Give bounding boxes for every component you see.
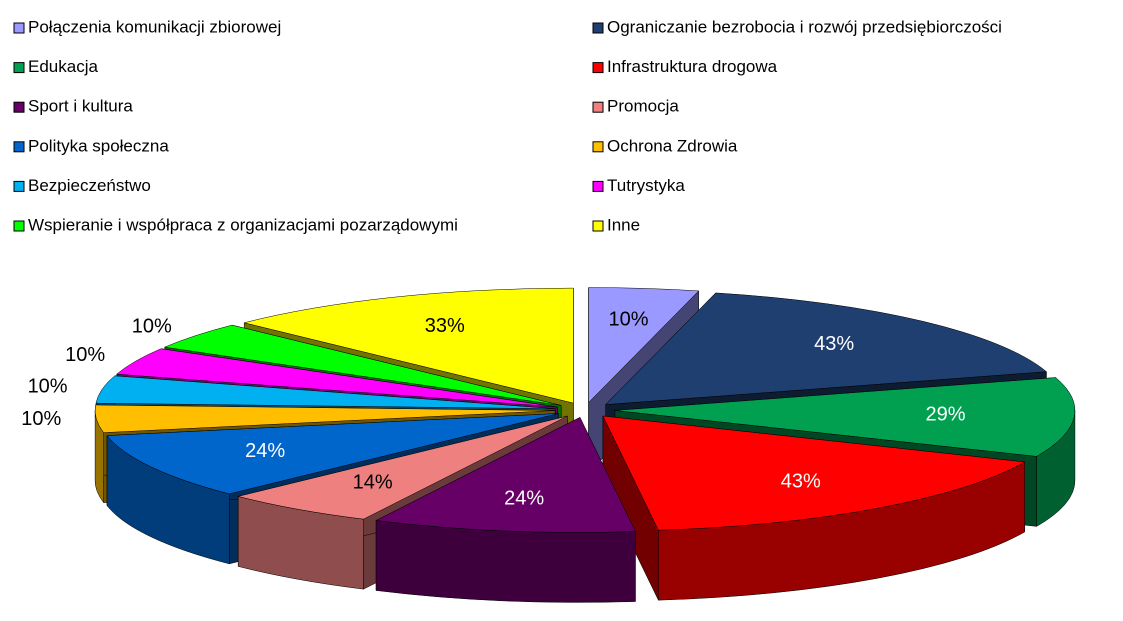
- slice: [238, 415, 568, 520]
- legend-label: Tutrystyka: [607, 176, 685, 195]
- data-label: 29%: [926, 404, 966, 426]
- slice: [244, 287, 574, 404]
- slice: [95, 375, 556, 409]
- legend-swatch: [592, 22, 604, 34]
- slice: [106, 413, 559, 495]
- legend-label: Bezpieczeństwo: [28, 176, 151, 195]
- legend-swatch: [592, 220, 604, 232]
- data-label: 10%: [132, 316, 172, 338]
- legend-label: Promocja: [607, 97, 679, 116]
- legend-label: Ochrona Zdrowia: [607, 136, 738, 155]
- legend-swatch: [592, 62, 604, 74]
- legend-swatch: [592, 141, 604, 153]
- legend-label: Wspieranie i współpraca z organizacjami …: [28, 215, 458, 234]
- data-label: 33%: [425, 315, 465, 337]
- legend-swatch: [13, 62, 25, 74]
- legend-swatch: [13, 180, 25, 192]
- data-label: 10%: [609, 309, 649, 331]
- legend-label: Ograniczanie bezrobocia i rozwój przedsi…: [607, 17, 1002, 36]
- slice: [588, 287, 700, 404]
- legend-swatch: [592, 180, 604, 192]
- slice: [375, 417, 636, 533]
- legend-swatch: [13, 22, 25, 34]
- legend-swatch: [13, 220, 25, 232]
- data-label: 43%: [781, 471, 821, 493]
- slice: [163, 324, 562, 406]
- legend-label: Sport i kultura: [28, 97, 133, 116]
- data-label: 10%: [28, 375, 68, 397]
- slice: [605, 292, 1048, 405]
- slice: [614, 377, 1076, 457]
- slice: [602, 415, 1026, 531]
- data-label: 14%: [353, 471, 393, 493]
- data-label: 24%: [504, 487, 544, 509]
- slice: [116, 348, 558, 408]
- slice: [94, 404, 556, 433]
- data-label: 43%: [814, 333, 854, 355]
- legend-label: Infrastruktura drogowa: [607, 57, 778, 76]
- legend-label: Polityka społeczna: [28, 136, 169, 155]
- data-label: 24%: [245, 440, 285, 462]
- legend-label: Inne: [607, 215, 640, 234]
- data-label: 10%: [65, 344, 105, 366]
- legend-label: Edukacja: [28, 57, 98, 76]
- legend-swatch: [592, 101, 604, 113]
- data-label: 10%: [21, 408, 61, 430]
- legend-swatch: [13, 101, 25, 113]
- legend-label: Połączenia komunikacji zbiorowej: [28, 17, 281, 36]
- legend-swatch: [13, 141, 25, 153]
- slice-wall: [375, 520, 636, 603]
